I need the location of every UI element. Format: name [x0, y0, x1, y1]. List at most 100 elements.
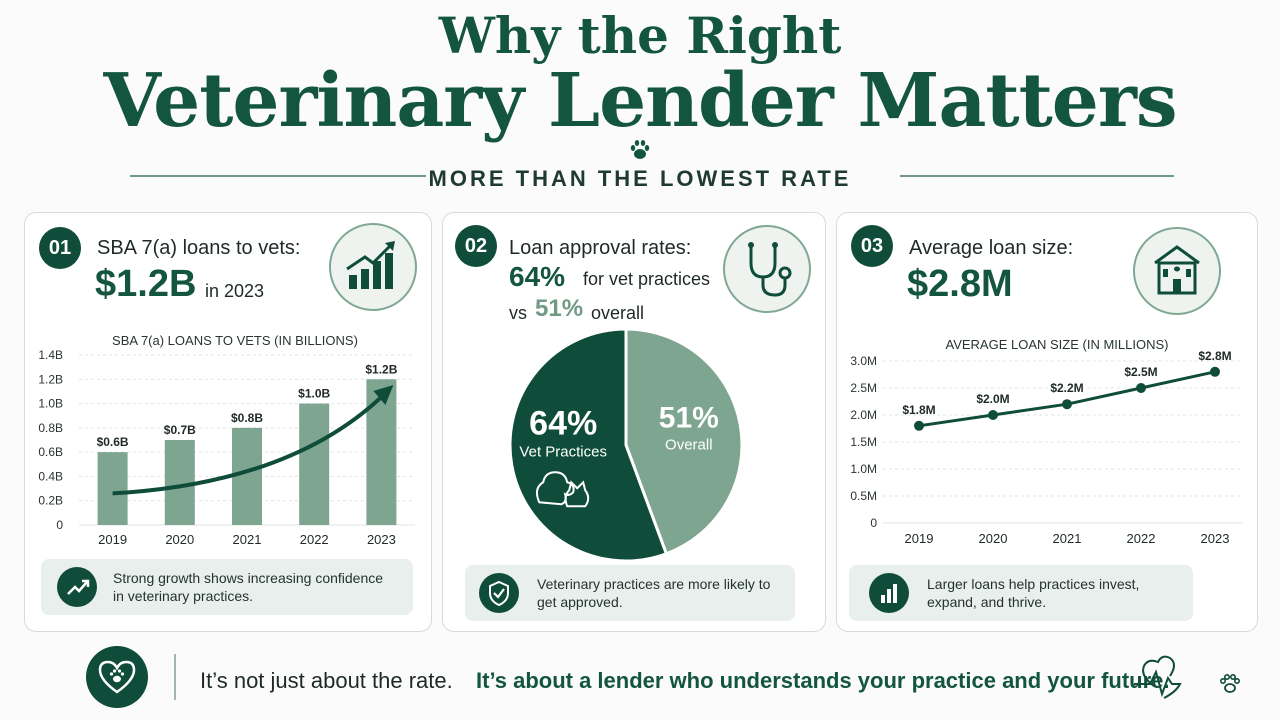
x-tick-label: 2020 [979, 531, 1008, 546]
data-label: $1.8M [902, 403, 935, 417]
growth-chart-icon [329, 223, 417, 311]
bar [299, 403, 330, 525]
data-point [1136, 383, 1146, 393]
y-tick-label: 1.4B [38, 348, 63, 362]
data-label: $2.5M [1124, 365, 1157, 379]
x-tick-label: 2020 [165, 532, 194, 547]
y-tick-label: 0.5M [850, 489, 877, 503]
compare-suffix: overall [591, 303, 645, 323]
card-heading: Loan approval rates: [509, 237, 692, 259]
data-point [1062, 399, 1072, 410]
x-tick-label: 2023 [1201, 531, 1230, 546]
y-tick-label: 1.5M [850, 435, 877, 449]
x-tick-label: 2021 [233, 532, 262, 547]
card-sba-loans: 01 SBA 7(a) loans to vets: $1.2B in 2023… [24, 212, 432, 632]
y-tick-label: 0.8B [38, 421, 63, 435]
y-tick-label: 0.6B [38, 445, 63, 459]
paw-icon [628, 138, 652, 167]
data-label: $2.0M [976, 392, 1009, 406]
vet-clinic-icon [1133, 227, 1221, 315]
card-approval-rates: 02 Loan approval rates: 64% for vet prac… [442, 212, 826, 632]
line-chart: 0 0.5M 1.0M 1.5M 2.0M 2.5M 3.0M $1.8M 2019 $2.0M 2… [850, 349, 1243, 546]
data-point [988, 410, 998, 420]
data-label: $0.7B [164, 423, 196, 437]
x-tick-label: 2019 [905, 531, 934, 546]
heartbeat-paw-icon [1130, 650, 1250, 711]
data-label: $1.0B [298, 387, 330, 401]
footer-divider [174, 654, 176, 700]
card-number-badge: 01 [39, 227, 81, 269]
y-tick-label: 0 [870, 516, 877, 530]
note-box: Strong growth shows increasing confidenc… [41, 559, 413, 615]
pie-chart: 51% Overall 64%Vet Practices [508, 329, 744, 563]
y-tick-label: 3.0M [850, 354, 877, 368]
y-tick-label: 2.0M [850, 408, 877, 422]
slice-name-label: Overall [665, 437, 713, 454]
note-box: Larger loans help practices invest, expa… [849, 565, 1193, 621]
slice-value-label: 64% [529, 404, 597, 442]
y-tick-label: 1.0M [850, 462, 877, 476]
series-line [918, 370, 1216, 428]
card-average-loan: 03 Average loan size: $2.8M AVERAGE LOAN… [836, 212, 1258, 632]
data-point [1210, 366, 1220, 377]
note-text: Larger loans help practices invest, expa… [927, 576, 1140, 610]
cat-outline [564, 480, 590, 508]
header-rule-right [900, 175, 1174, 177]
dog-outline [535, 471, 575, 506]
card-heading: SBA 7(a) loans to vets: [97, 237, 301, 259]
page-subtitle: MORE THAN THE LOWEST RATE [428, 166, 852, 191]
footer-emphasis: It’s about a lender who understands your… [476, 668, 1170, 693]
bar [366, 379, 397, 525]
bar [164, 440, 195, 525]
note-text: Veterinary practices are more likely to … [537, 576, 771, 610]
trend-arrow [112, 393, 385, 496]
card-heading: Average loan size: [909, 237, 1074, 259]
card-number-badge: 03 [851, 225, 893, 267]
card-number-badge: 02 [455, 225, 497, 267]
card-big-value: 64% [509, 261, 566, 292]
card-big-value: $2.8M [907, 263, 1013, 305]
y-tick-label: 0.2B [38, 494, 63, 508]
pie-slice [624, 329, 744, 556]
card-big-value: $1.2B [95, 263, 197, 305]
bar [232, 427, 262, 525]
card-value-suffix: for vet practices [583, 269, 711, 289]
x-tick-label: 2022 [300, 532, 329, 547]
page-title-line-1: Why the Right [438, 6, 842, 65]
trend-up-icon [57, 567, 97, 607]
data-label: $2.8M [1198, 349, 1231, 363]
stethoscope-icon [723, 225, 811, 313]
data-label: $1.2B [365, 362, 397, 376]
note-box: Veterinary practices are more likely to … [465, 565, 795, 621]
y-tick-label: 2.5M [850, 381, 877, 395]
bar [97, 452, 128, 525]
compare-value: 51% [535, 295, 584, 322]
data-label: $2.2M [1050, 381, 1083, 395]
y-tick-label: 0 [56, 518, 63, 532]
x-tick-label: 2023 [367, 532, 396, 547]
line-chart-title: AVERAGE LOAN SIZE (IN MILLIONS) [945, 337, 1169, 352]
slice-value-label: 51% [659, 402, 719, 435]
data-label: $0.6B [97, 435, 129, 449]
header-rule-left [130, 175, 426, 177]
shield-check-icon [479, 573, 519, 613]
card-value-suffix: in 2023 [205, 281, 265, 301]
y-tick-label: 0.4B [38, 469, 63, 483]
data-label: $0.8B [231, 411, 263, 425]
trend-arrowhead [373, 385, 394, 405]
vs-label: vs [509, 303, 527, 323]
bar-chart-title: SBA 7(a) LOANS TO VETS (IN BILLIONS) [112, 333, 358, 348]
footer-text: It’s not just about the rate. [200, 668, 453, 693]
x-tick-label: 2022 [1127, 531, 1156, 546]
slice-name-label: Vet Practices [519, 443, 607, 460]
bar-chart: 0 0.2B 0.4B 0.6B 0.8B 1.0B 1.2B 1.4B $0.6B 2019 $0… [38, 348, 415, 547]
bar-chart-icon [869, 573, 909, 613]
y-tick-label: 1.2B [38, 372, 63, 386]
data-point [914, 420, 924, 431]
note-text: Strong growth shows increasing confidenc… [113, 570, 384, 604]
heart-paw-icon [86, 646, 148, 708]
y-tick-label: 1.0B [38, 397, 63, 411]
x-tick-label: 2019 [98, 532, 127, 547]
page-title-line-2: Veterinary Lender Matters [103, 58, 1177, 144]
x-tick-label: 2021 [1053, 531, 1082, 546]
